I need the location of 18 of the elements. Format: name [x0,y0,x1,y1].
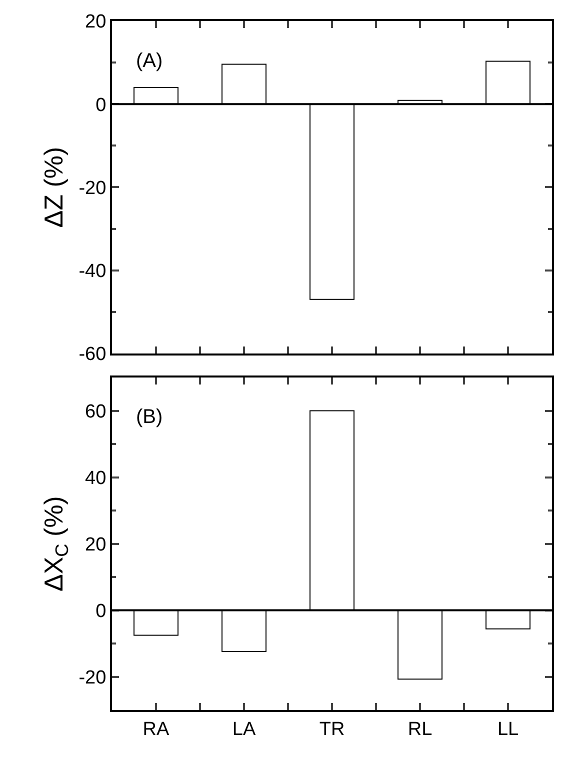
y-tick-label: 0 [96,94,106,116]
y-tick-label: 60 [85,401,106,422]
y-tick-label: 0 [96,600,106,622]
x-tick-label: RL [408,718,432,740]
y-tick-label: 20 [85,12,106,33]
annotation: (B) [136,406,163,428]
y-tick-label: 40 [85,468,106,489]
y-tick-label: -60 [78,344,106,366]
x-tick-label: RA [142,718,170,740]
x-tick-label: LA [232,718,256,740]
x-tick-label: LL [497,718,519,740]
x-tick-label: TR [319,718,345,740]
y-tick-label: -20 [78,667,106,688]
y-tick-label: -20 [78,178,106,199]
annotation: (A) [136,50,163,72]
y-tick-label: -40 [78,260,106,282]
y-axis-title: ΔZ (%) [38,146,69,228]
y-tick-label: 20 [85,534,106,556]
